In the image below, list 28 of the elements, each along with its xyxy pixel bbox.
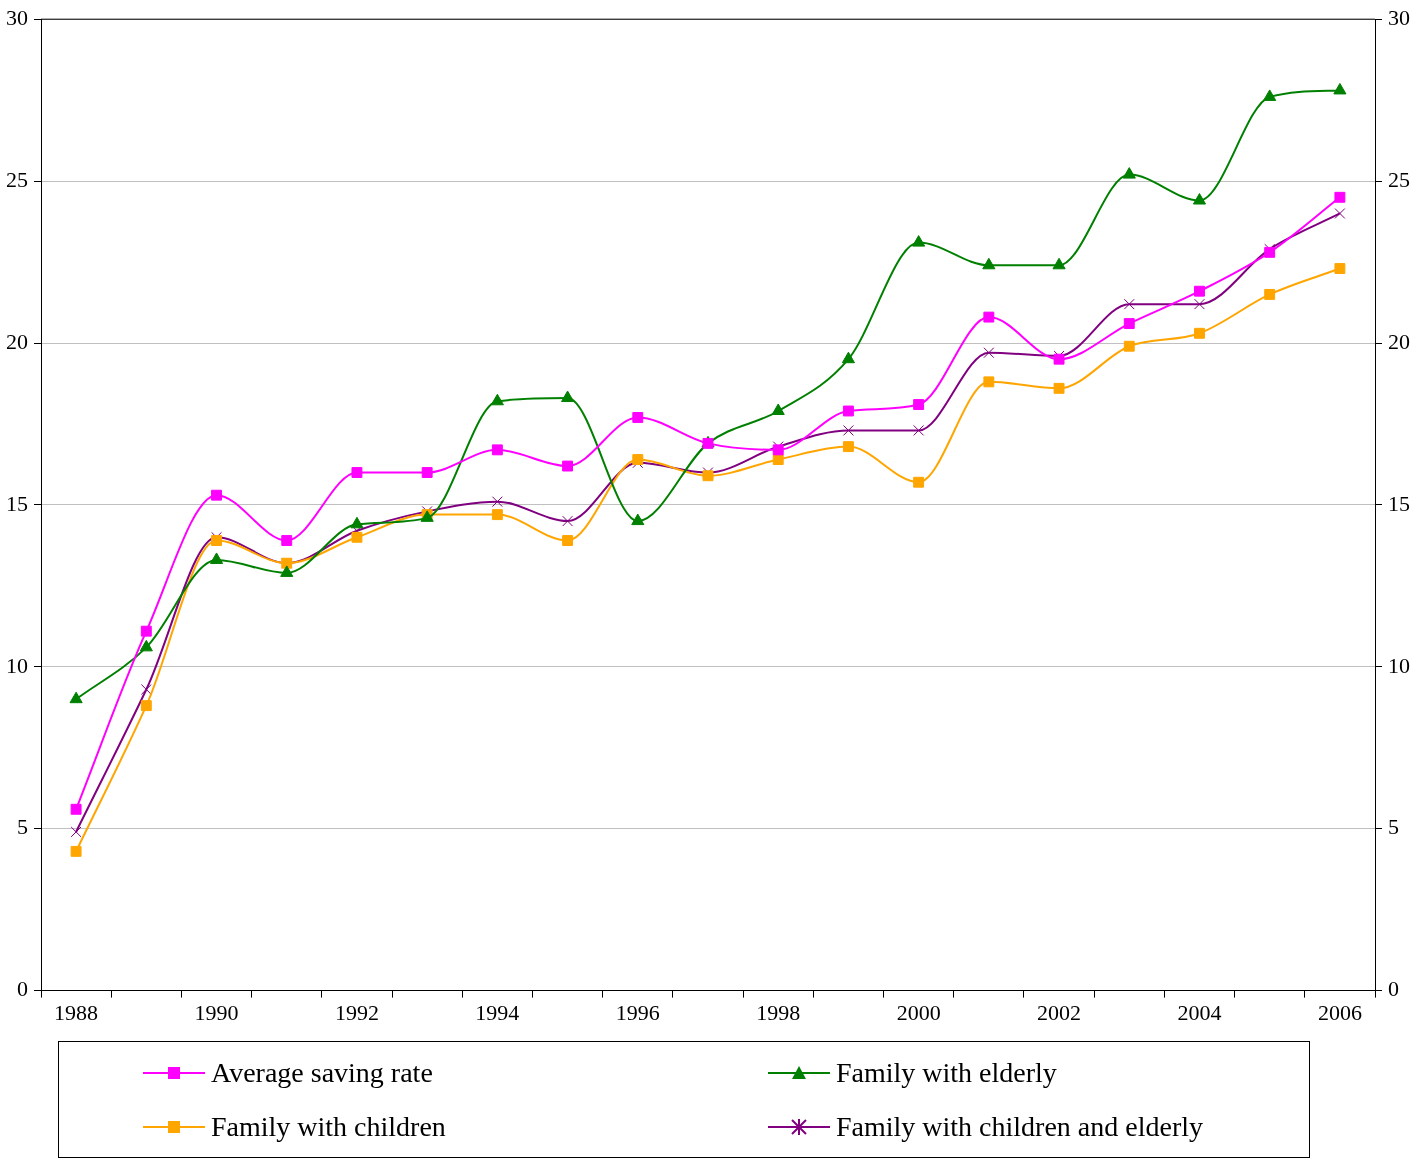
legend-label: Family with children and elderly [836, 1110, 1204, 1143]
legend-label: Family with children [211, 1110, 446, 1143]
y2-tick-label: 0 [1388, 976, 1399, 1002]
legend-label: Family with elderly [836, 1056, 1057, 1089]
y2-tick-label: 20 [1388, 328, 1410, 354]
y-tick-label: 5 [17, 814, 28, 840]
x-tick-label: 1990 [194, 999, 239, 1025]
x-tick-label: 1994 [475, 999, 520, 1025]
y-tick-label: 30 [6, 4, 28, 30]
x-tick-label: 1998 [756, 999, 801, 1025]
y-tick-label: 20 [6, 328, 28, 354]
y2-tick-label: 10 [1388, 652, 1410, 678]
y2-tick-label: 15 [1388, 490, 1410, 516]
x-tick-label: 2000 [896, 999, 941, 1025]
y2-tick-label: 30 [1388, 4, 1410, 30]
y-tick-label: 25 [6, 166, 28, 192]
x-tick-label: 1992 [334, 999, 379, 1025]
x-tick-label: 1988 [54, 999, 99, 1025]
x-tick-label: 2006 [1317, 999, 1362, 1025]
x-tick-label: 2002 [1037, 999, 1082, 1025]
y2-tick-label: 25 [1388, 166, 1410, 192]
y-tick-label: 15 [6, 490, 28, 516]
y2-tick-label: 5 [1388, 814, 1399, 840]
y-tick-label: 10 [6, 652, 28, 678]
x-tick-label: 2004 [1177, 999, 1222, 1025]
x-tick-label: 1996 [615, 999, 660, 1025]
y-tick-label: 0 [17, 976, 28, 1002]
legend-label: Average saving rate [211, 1056, 433, 1089]
